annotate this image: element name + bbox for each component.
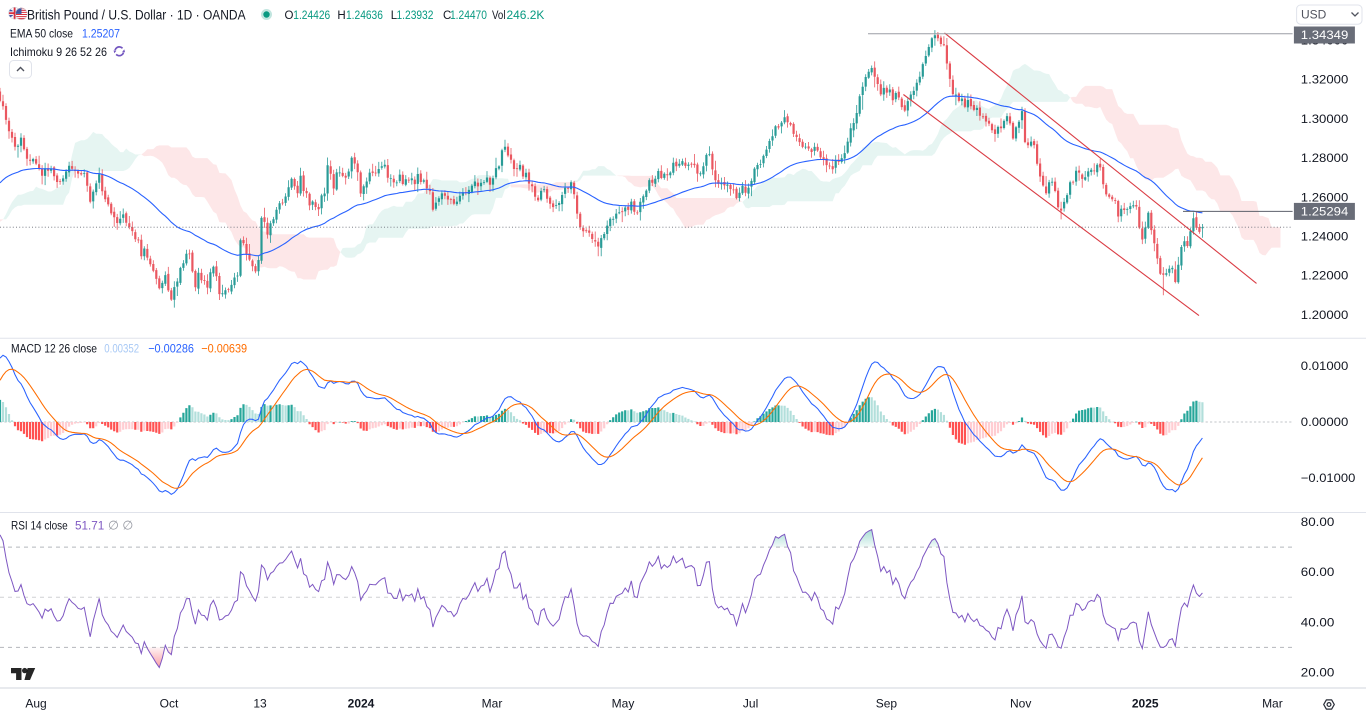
svg-text:Ichimoku 9 26 52 26: Ichimoku 9 26 52 26 — [10, 45, 107, 59]
svg-text:C: C — [443, 10, 451, 22]
svg-text:60.00: 60.00 — [1301, 565, 1335, 579]
svg-text:1.34349: 1.34349 — [1301, 28, 1349, 42]
svg-text:L: L — [391, 10, 398, 22]
svg-text:Oct: Oct — [160, 697, 179, 711]
svg-text:∅ ∅: ∅ ∅ — [108, 519, 133, 533]
svg-text:1.22000: 1.22000 — [1301, 269, 1349, 283]
svg-text:1.25207: 1.25207 — [82, 27, 120, 41]
svg-text:Vol: Vol — [492, 10, 506, 22]
svg-text:Nov: Nov — [1010, 697, 1031, 711]
svg-text:−0.00286: −0.00286 — [148, 342, 194, 356]
svg-text:1.24470: 1.24470 — [450, 10, 487, 22]
svg-text:1.24636: 1.24636 — [346, 10, 383, 22]
svg-text:Jul: Jul — [743, 697, 758, 711]
svg-text:246.2K: 246.2K — [507, 10, 545, 22]
svg-text:1.25294: 1.25294 — [1301, 204, 1349, 218]
svg-text:USD: USD — [1301, 8, 1327, 22]
svg-text:May: May — [612, 697, 635, 711]
svg-text:0.00000: 0.00000 — [1301, 415, 1349, 429]
svg-text:1.24000: 1.24000 — [1301, 230, 1349, 244]
svg-text:13: 13 — [253, 697, 267, 711]
svg-text:RSI 14 close: RSI 14 close — [11, 519, 68, 533]
svg-text:Mar: Mar — [482, 697, 503, 711]
svg-text:1.28000: 1.28000 — [1301, 151, 1349, 165]
svg-text:EMA 50 close: EMA 50 close — [10, 27, 73, 41]
svg-text:1.26000: 1.26000 — [1301, 190, 1349, 204]
svg-text:H: H — [337, 10, 345, 22]
svg-text:0.00352: 0.00352 — [104, 342, 139, 356]
svg-text:−0.00639: −0.00639 — [201, 342, 247, 356]
svg-text:0.01000: 0.01000 — [1301, 359, 1349, 373]
svg-text:1.30000: 1.30000 — [1301, 112, 1349, 126]
svg-text:1.32000: 1.32000 — [1301, 73, 1349, 87]
svg-text:1.20000: 1.20000 — [1301, 308, 1349, 322]
svg-text:Mar: Mar — [1262, 697, 1283, 711]
svg-text:1.23932: 1.23932 — [397, 10, 434, 22]
svg-text:51.71: 51.71 — [75, 519, 105, 533]
svg-text:2024: 2024 — [348, 697, 375, 711]
svg-text:−0.01000: −0.01000 — [1301, 471, 1356, 485]
svg-text:40.00: 40.00 — [1301, 615, 1335, 629]
svg-text:Sep: Sep — [876, 697, 898, 711]
svg-text:80.00: 80.00 — [1301, 515, 1335, 529]
svg-text:British Pound / U.S. Dollar ·: British Pound / U.S. Dollar · 1D · OANDA — [27, 7, 246, 22]
svg-text:O: O — [285, 10, 294, 22]
svg-text:Aug: Aug — [25, 697, 46, 711]
svg-text:MACD 12 26 close: MACD 12 26 close — [11, 342, 97, 356]
svg-text:2025: 2025 — [1132, 697, 1159, 711]
svg-text:20.00: 20.00 — [1301, 666, 1335, 680]
svg-text:1.24426: 1.24426 — [293, 10, 330, 22]
